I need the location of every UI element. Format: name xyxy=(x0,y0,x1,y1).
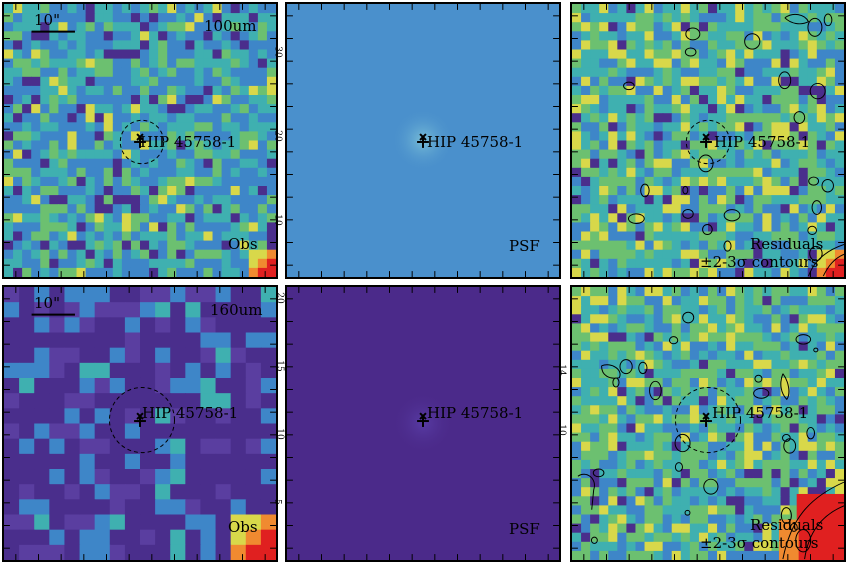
corner-label: PSF xyxy=(509,237,540,255)
source-label: HIP 45758-1 xyxy=(714,133,811,151)
axis-tick-label-psf-160: 14 xyxy=(556,364,567,376)
image-obs-100um xyxy=(4,4,276,277)
corner-label: Obs xyxy=(228,518,258,536)
image-obs-160um xyxy=(4,287,276,560)
axis-tick-label-obs-160: 10 xyxy=(274,428,285,440)
scale-bar-label: 10" xyxy=(34,11,60,29)
band-label: 160um xyxy=(210,301,263,319)
image-residuals-100um xyxy=(572,4,844,277)
axis-tick-label-obs-160: 15 xyxy=(274,360,285,372)
source-label: HIP 45758-1 xyxy=(142,404,239,422)
axis-tick-label-psf-100: 20 xyxy=(272,130,283,142)
source-label: HIP 45758-1 xyxy=(140,133,237,151)
image-psf-160um xyxy=(287,287,559,560)
axis-tick-label-psf-160: 10 xyxy=(556,424,567,436)
scale-bar-label: 10" xyxy=(34,294,60,312)
corner-label: Residuals xyxy=(750,516,824,534)
image-psf-100um xyxy=(287,4,559,277)
axis-tick-label-psf-100: 30 xyxy=(272,46,283,58)
corner-label: PSF xyxy=(509,520,540,538)
panel-obs-160um: 10" 160um HIP 45758-1 Obs xyxy=(2,285,278,562)
source-label: HIP 45758-1 xyxy=(427,404,524,422)
panel-obs-100um: 10" 100um HIP 45758-1 Obs xyxy=(2,2,278,279)
panel-psf-100um: HIP 45758-1 PSF xyxy=(285,2,561,279)
corner-label: Obs xyxy=(228,235,258,253)
panel-residuals-100um: HIP 45758-1 Residuals ±2-3σ contours xyxy=(570,2,846,279)
axis-tick-label-obs-160: 20 xyxy=(274,292,285,304)
axis-tick-label-obs-160: 5 xyxy=(271,499,282,505)
source-label: HIP 45758-1 xyxy=(427,133,524,151)
contour-label: ±2-3σ contours xyxy=(700,253,819,271)
axis-tick-label-psf-100: 10 xyxy=(272,214,283,226)
band-label: 100um xyxy=(204,17,257,35)
panel-psf-160um: HIP 45758-1 PSF xyxy=(285,285,561,562)
contour-label: ±2-3σ contours xyxy=(700,534,819,552)
image-residuals-160um xyxy=(572,287,844,560)
source-label: HIP 45758-1 xyxy=(712,404,809,422)
corner-label: Residuals xyxy=(750,235,824,253)
panel-residuals-160um: HIP 45758-1 Residuals ±2-3σ contours xyxy=(570,285,846,562)
